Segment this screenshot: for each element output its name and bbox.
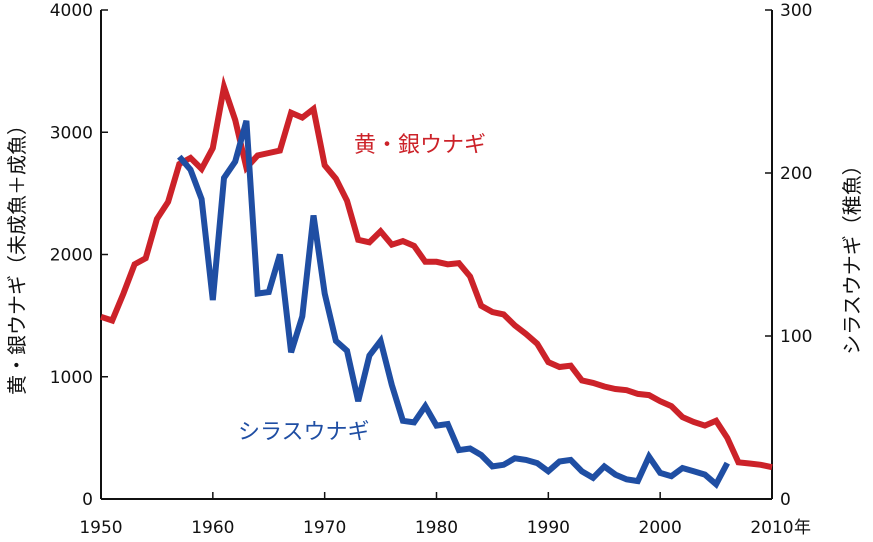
y-right-axis-title: シラスウナギ（稚魚）: [840, 155, 864, 355]
x-tick-label: 1990: [527, 518, 570, 538]
ticks: 1950 1960 1970 1980 1990 2000 2010010002000300…: [50, 1, 813, 538]
y-right-tick-label: 200: [780, 164, 812, 184]
x-tick-label: 1960: [191, 518, 234, 538]
y-left-tick-label: 4000: [50, 1, 93, 21]
y-left-tick-label: 3000: [50, 123, 93, 143]
series-line-glass-eel: [177, 120, 730, 490]
x-tick-label: 2010: [750, 518, 793, 538]
y-left-tick-label: 1000: [50, 368, 93, 388]
y-right-tick-label: 100: [780, 327, 812, 347]
x-tick-label: 2000: [639, 518, 682, 538]
y-right-tick-label: 300: [780, 1, 812, 21]
series-lines: [100, 75, 773, 490]
y-left-tick-label: 0: [82, 490, 93, 510]
series-label-glass: シラスウナギ: [238, 420, 370, 445]
x-tick-label: 1950: [79, 518, 122, 538]
series-label-adult: 黄・銀ウナギ: [354, 133, 486, 158]
x-tick-label: 1970: [303, 518, 346, 538]
series-line-adult-eel: [100, 75, 773, 471]
x-tick-label: 1980: [415, 518, 458, 538]
y-left-tick-label: 2000: [50, 246, 93, 266]
x-unit-label: 年: [794, 518, 811, 538]
y-right-tick-label: 0: [780, 490, 791, 510]
y-left-axis-title: 黄・銀ウナギ（未成魚＋成魚）: [5, 115, 29, 395]
